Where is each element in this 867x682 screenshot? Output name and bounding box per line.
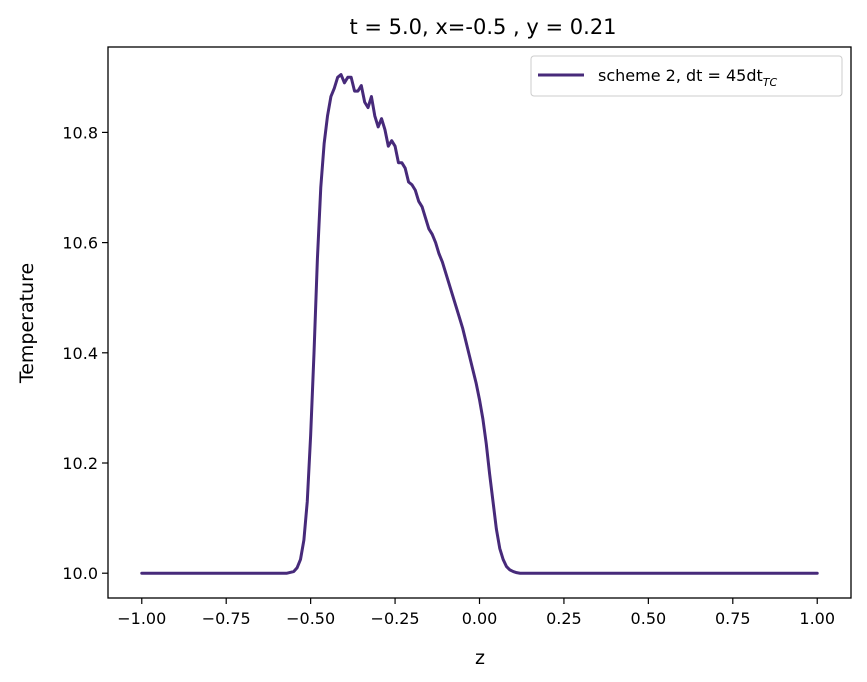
- legend-entry-subscript: TC: [763, 76, 778, 89]
- y-tick-label: 10.8: [62, 123, 98, 142]
- y-tick-label: 10.4: [62, 344, 98, 363]
- legend: scheme 2, dt = 45dtTC: [530, 55, 843, 97]
- x-axis: −1.00 −0.75 −0.50 −0.25 0.00 0.25 0.50 0.75 1.00: [117, 598, 835, 628]
- x-tick-label: 1.00: [799, 609, 835, 628]
- y-tick-label: 10.6: [62, 234, 98, 253]
- y-axis: 10.0 10.2 10.4 10.6 10.8: [62, 123, 108, 583]
- y-axis-label: Temperature: [16, 263, 38, 384]
- x-tick-label: −0.50: [286, 609, 335, 628]
- series-line-0: [140, 73, 819, 575]
- y-tick-label: 10.2: [62, 454, 98, 473]
- y-tick-label: 10.0: [62, 564, 98, 583]
- x-tick-label: −1.00: [117, 609, 166, 628]
- x-tick-label: −0.25: [371, 609, 420, 628]
- x-tick-label: −0.75: [202, 609, 251, 628]
- chart-title: t = 5.0, x=-0.5 , y = 0.21: [349, 15, 616, 39]
- x-tick-label: 0.50: [631, 609, 667, 628]
- x-tick-label: 0.25: [546, 609, 582, 628]
- legend-entry-label: scheme 2, dt = 45dtTC: [598, 66, 778, 89]
- legend-entry-name: scheme 2, dt = 45dt: [598, 66, 763, 85]
- x-tick-label: 0.75: [715, 609, 751, 628]
- x-tick-label: 0.00: [462, 609, 498, 628]
- legend-box: [530, 55, 843, 97]
- plot-area: [107, 46, 852, 599]
- series-layer: [140, 73, 819, 575]
- x-axis-label: z: [475, 647, 485, 669]
